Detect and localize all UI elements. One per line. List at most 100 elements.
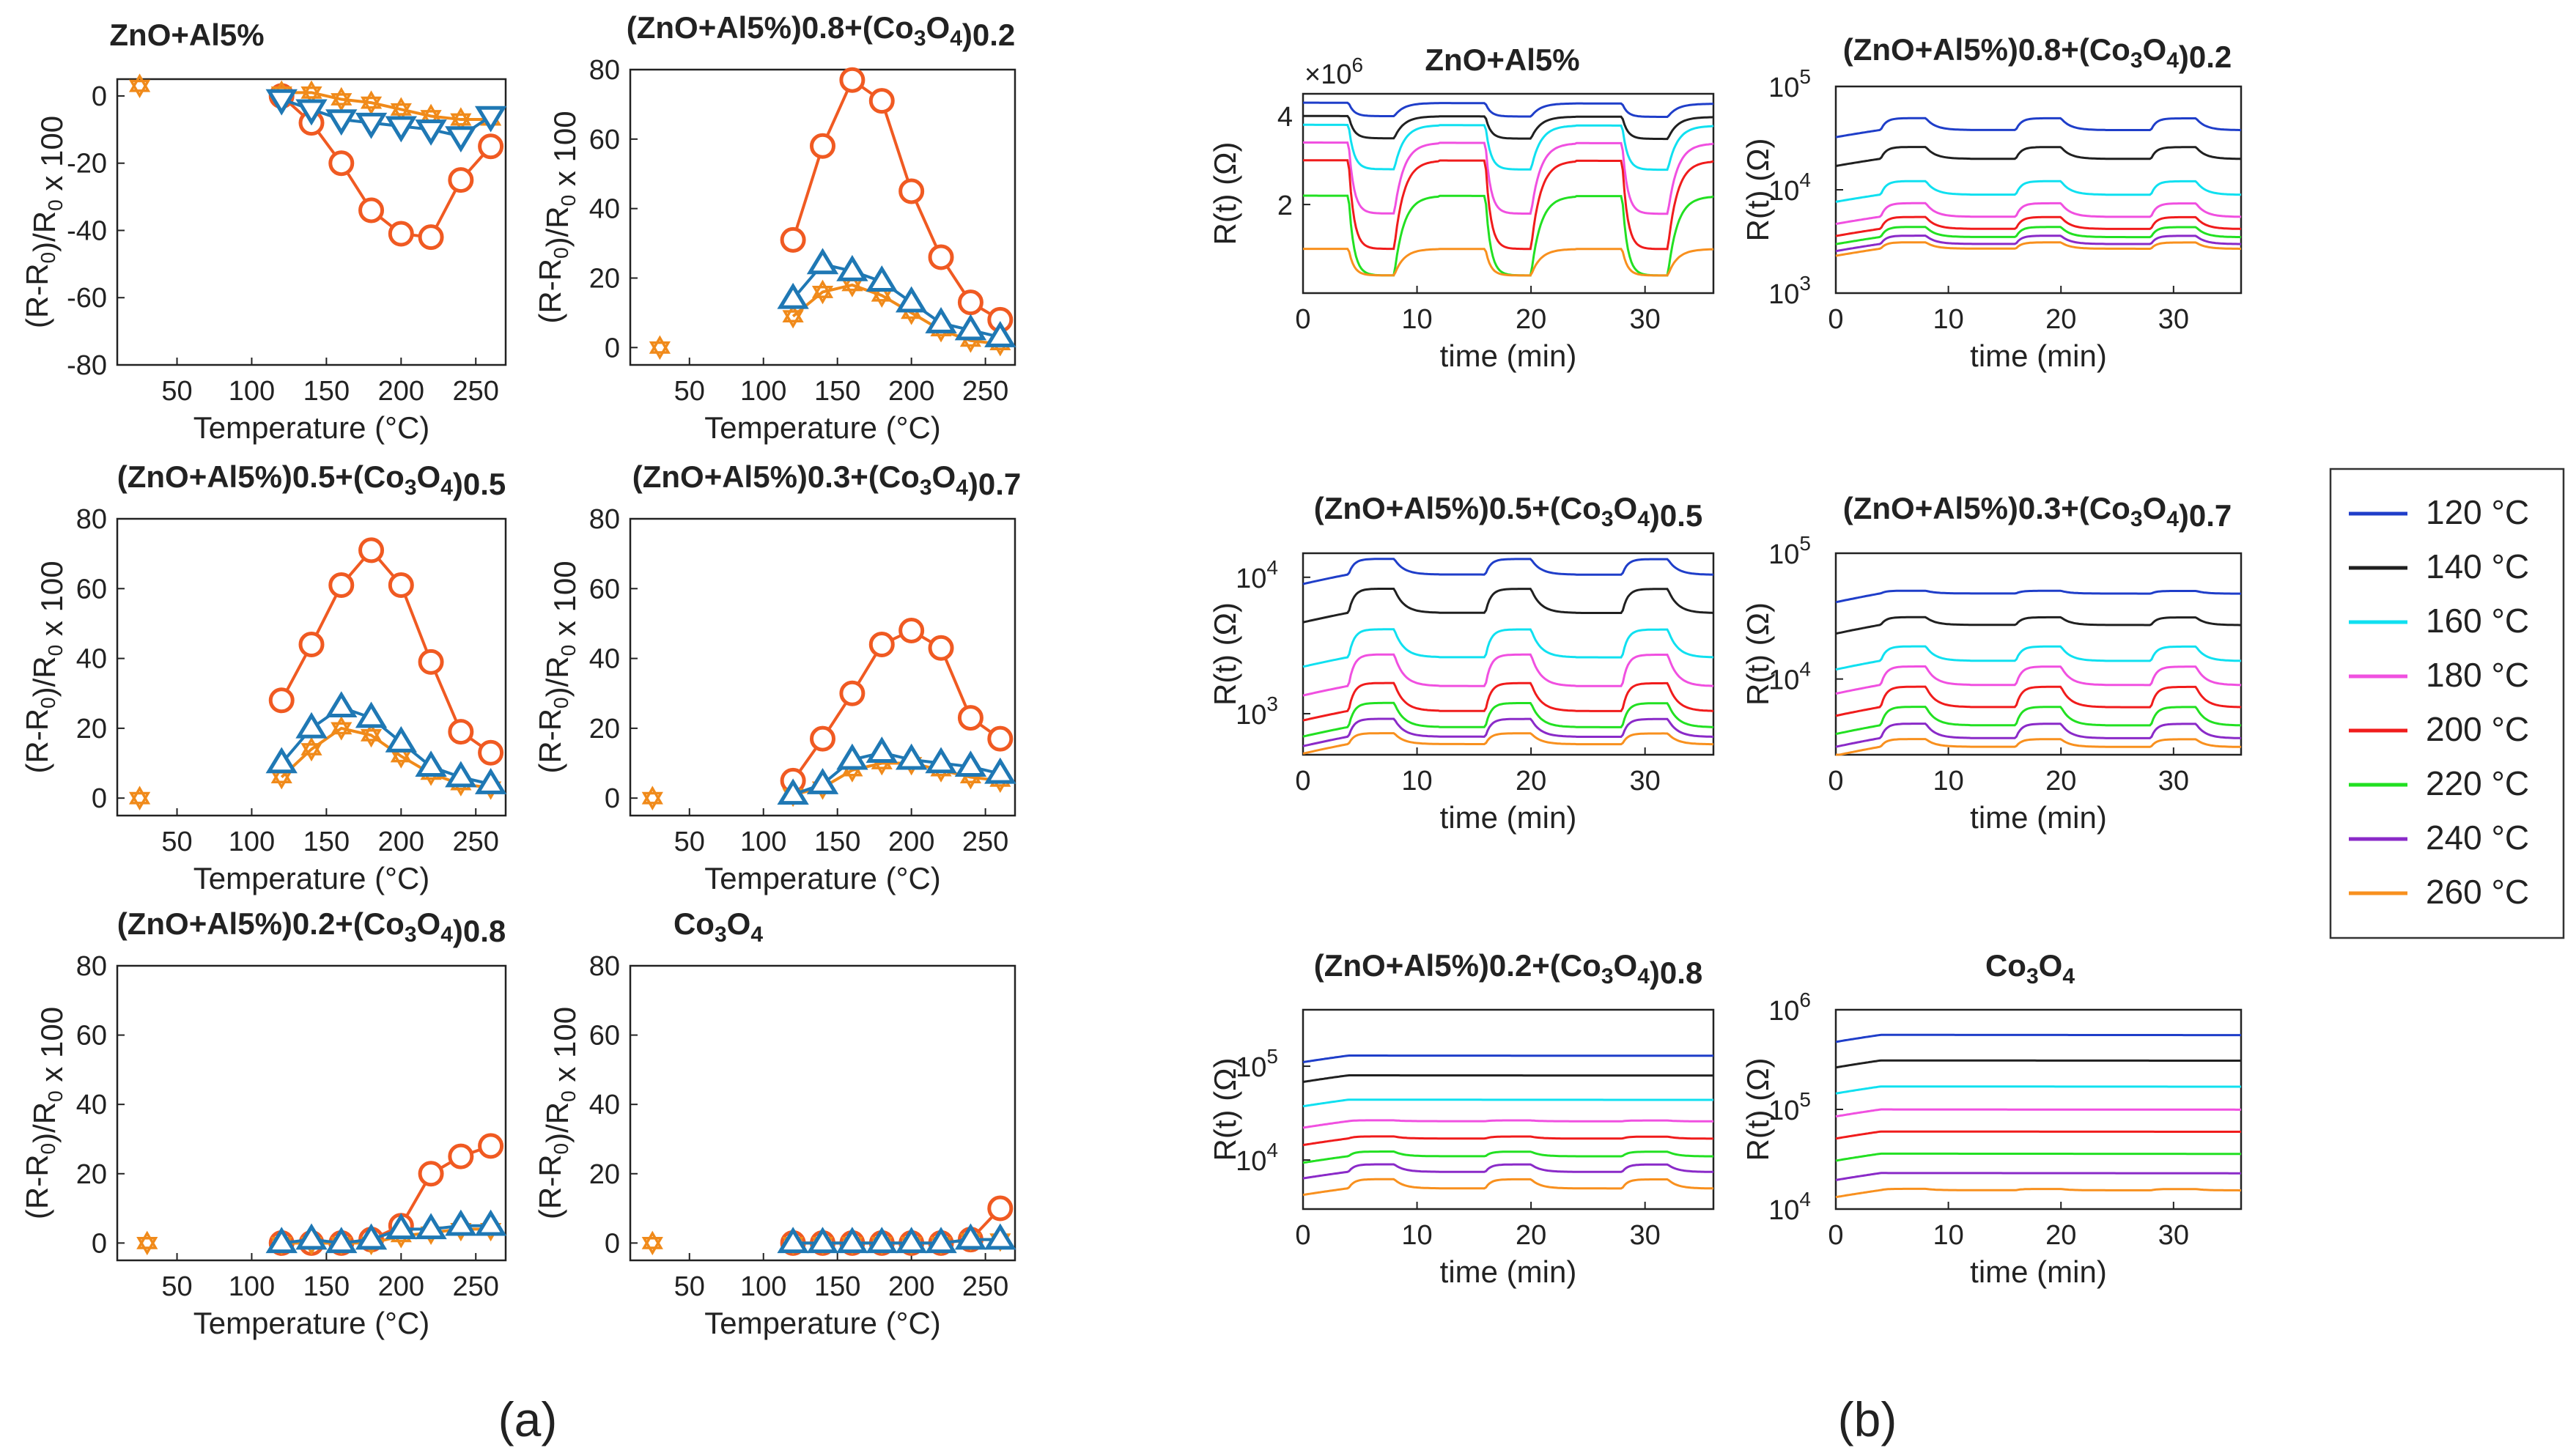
series-line-180 bbox=[1835, 1108, 2241, 1118]
triangle-marker bbox=[836, 743, 868, 770]
triangle-marker bbox=[954, 1223, 987, 1250]
y-tick-label: 0 bbox=[92, 81, 107, 112]
circle-marker bbox=[268, 687, 295, 714]
y-tick-label: 104 bbox=[1236, 1139, 1278, 1177]
y-tick-label: 0 bbox=[605, 333, 620, 363]
x-tick-label: 100 bbox=[740, 827, 786, 857]
star-marker bbox=[782, 303, 804, 323]
circle-marker bbox=[418, 224, 444, 251]
x-tick-label: 200 bbox=[378, 827, 424, 857]
star-marker bbox=[331, 722, 353, 741]
x-tick-label: 0 bbox=[1828, 1220, 1843, 1251]
triangle-marker bbox=[836, 1227, 868, 1254]
star-marker bbox=[136, 1230, 158, 1249]
y-tick-label: 20 bbox=[589, 714, 620, 744]
x-tick-label: 20 bbox=[1516, 766, 1546, 797]
y-tick-label: 60 bbox=[589, 125, 620, 155]
series-line-220 bbox=[1835, 1152, 2241, 1162]
circle-marker bbox=[987, 1195, 1014, 1222]
x-tick-label: 50 bbox=[161, 827, 192, 857]
triangle-marker bbox=[777, 282, 809, 309]
circle-marker bbox=[448, 167, 474, 193]
y-axis-label-group: (R-R0)/R0 x 100 bbox=[533, 1007, 582, 1219]
y-axis-label: (R-R0)/R0 x 100 bbox=[533, 561, 582, 773]
triangle-marker bbox=[984, 1223, 1016, 1250]
circle-marker bbox=[418, 1161, 444, 1187]
x-axis-label: Temperature (°C) bbox=[193, 410, 430, 445]
triangle-marker bbox=[806, 768, 839, 794]
x-axis-label: Temperature (°C) bbox=[193, 1306, 430, 1340]
y-tick-label: 105 bbox=[1768, 65, 1811, 103]
star-marker bbox=[360, 729, 383, 748]
star-marker bbox=[136, 1236, 158, 1256]
triangle-marker bbox=[777, 778, 809, 805]
circle-marker bbox=[928, 635, 954, 661]
y-tick-label: -60 bbox=[67, 283, 107, 314]
series-line-260 bbox=[1302, 732, 1714, 755]
axes-box bbox=[1302, 92, 1715, 295]
series-line-200 bbox=[1302, 1135, 1713, 1147]
star-marker bbox=[128, 786, 151, 805]
star-marker bbox=[300, 743, 322, 762]
y-tick-label: 103 bbox=[1768, 272, 1811, 310]
circle-marker bbox=[298, 632, 325, 658]
x-tick-label: 100 bbox=[740, 1271, 786, 1302]
star-marker bbox=[270, 764, 292, 783]
y-tick-label: 80 bbox=[76, 951, 107, 982]
y-tick-label: -40 bbox=[67, 215, 107, 246]
series-line-240 bbox=[1835, 1172, 2241, 1181]
triangle-marker bbox=[265, 747, 298, 774]
x-tick-label: 30 bbox=[1630, 766, 1661, 797]
star-marker bbox=[649, 335, 671, 354]
series-line-140 bbox=[1835, 1059, 2241, 1069]
triangle-marker bbox=[474, 106, 507, 133]
star-marker bbox=[390, 744, 412, 763]
series-line-260 bbox=[1836, 738, 2242, 756]
y-tick-label: 4 bbox=[1277, 102, 1293, 133]
triangle-marker bbox=[415, 750, 447, 777]
x-tick-label: 250 bbox=[962, 1271, 1008, 1302]
y-tick-label: 40 bbox=[76, 644, 107, 675]
x-tick-label: 250 bbox=[453, 1271, 499, 1302]
y-tick-label: 40 bbox=[589, 644, 620, 675]
circle-marker bbox=[328, 150, 355, 177]
triangle-marker bbox=[866, 1227, 898, 1254]
x-axis-label: time (min) bbox=[1970, 800, 2107, 835]
y-tick-label: 60 bbox=[589, 1021, 620, 1052]
legend-label: 220 °C bbox=[2426, 764, 2529, 802]
x-tick-label: 0 bbox=[1828, 766, 1843, 797]
triangle-marker bbox=[415, 119, 447, 146]
y-tick-label: 60 bbox=[76, 1021, 107, 1052]
series-line-220 bbox=[1302, 701, 1714, 738]
y-tick-label: 0 bbox=[92, 783, 107, 814]
series-line-220 bbox=[1302, 1150, 1714, 1164]
triangle-marker bbox=[806, 1227, 839, 1254]
x-tick-label: 150 bbox=[303, 827, 350, 857]
circle-marker bbox=[448, 1143, 474, 1169]
triangle-marker bbox=[954, 750, 987, 777]
chart-title: (ZnO+Al5%)0.5+(Co3O4)0.5 bbox=[117, 459, 506, 501]
star-marker bbox=[331, 86, 353, 106]
circle-marker bbox=[478, 739, 504, 766]
y-tick-label: 105 bbox=[1768, 532, 1811, 570]
x-tick-label: 0 bbox=[1295, 1220, 1310, 1251]
x-tick-label: 30 bbox=[1630, 304, 1661, 335]
x-tick-label: 250 bbox=[962, 376, 1008, 407]
triangle-marker bbox=[445, 1209, 477, 1236]
triangle-marker bbox=[806, 248, 839, 275]
circle-marker bbox=[478, 1133, 504, 1159]
triangle-marker bbox=[836, 254, 868, 281]
chart-b-3: 0 10 20 30 104 105 time (min) R(t) (Ω) (ZnO+Al5%… bbox=[1741, 491, 2243, 835]
legend-label: 240 °C bbox=[2426, 818, 2529, 857]
x-tick-label: 250 bbox=[453, 827, 499, 857]
circle-marker bbox=[388, 572, 414, 599]
circle-marker bbox=[957, 705, 983, 731]
y-tick-label: 60 bbox=[589, 574, 620, 605]
circle-marker bbox=[478, 133, 504, 160]
series-line-240 bbox=[1835, 723, 2242, 748]
chart-b-4: 0 10 20 30 104 105 time (min) R(t) (Ω) (ZnO+Al5%… bbox=[1208, 948, 1715, 1289]
x-tick-label: 200 bbox=[378, 1271, 424, 1302]
star-marker bbox=[128, 791, 151, 810]
triangle-marker bbox=[925, 1227, 957, 1254]
